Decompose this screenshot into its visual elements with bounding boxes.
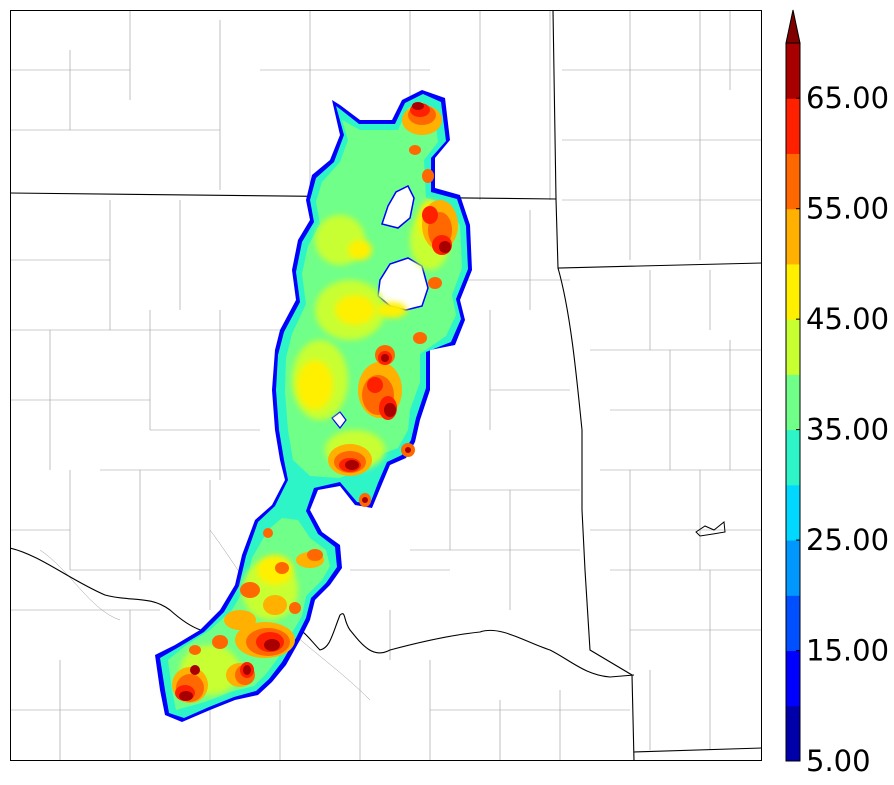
colorbar-band <box>786 705 800 762</box>
reflectivity-field <box>155 90 472 722</box>
colorbar-band <box>786 484 800 541</box>
colorbar-band <box>786 650 800 707</box>
colorbar-band <box>786 98 800 154</box>
colorbar-extend-arrow <box>785 9 801 44</box>
state-boundaries <box>10 10 762 761</box>
colorbar: 5.00 15.00 25.00 35.00 45.00 55.00 65.00 <box>785 9 889 778</box>
colorbar-tick-label: 45.00 <box>806 302 889 336</box>
colorbar-band <box>786 374 800 431</box>
colorbar-band <box>786 595 800 652</box>
reflectivity-map <box>10 10 762 761</box>
colorbar-tick-label: 55.00 <box>806 192 889 226</box>
colorbar-band <box>786 319 800 375</box>
colorbar-band <box>786 263 800 320</box>
colorbar-bands <box>786 43 800 762</box>
colorbar-tick-label: 15.00 <box>806 634 889 668</box>
colorbar-band <box>786 208 800 265</box>
colorbar-ticks: 5.00 15.00 25.00 35.00 45.00 55.00 65.00 <box>796 81 889 778</box>
colorbar-tick-label: 35.00 <box>806 413 889 447</box>
colorbar-band <box>786 43 800 99</box>
county-boundaries <box>10 10 762 761</box>
colorbar-band <box>786 540 800 596</box>
colorbar-band <box>786 429 800 486</box>
colorbar-tick-label: 65.00 <box>806 81 889 115</box>
colorbar-outline <box>785 42 801 762</box>
colorbar-tick-label: 5.00 <box>806 744 871 778</box>
colorbar-tick-label: 25.00 <box>806 523 889 557</box>
map-border <box>10 10 762 761</box>
colorbar-band <box>786 153 800 210</box>
